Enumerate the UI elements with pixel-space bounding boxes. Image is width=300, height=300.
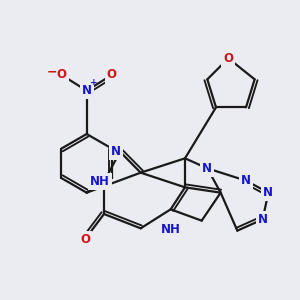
Text: O: O [57, 68, 67, 82]
Text: +: + [90, 78, 98, 87]
Text: N: N [82, 84, 92, 97]
Text: O: O [223, 52, 233, 65]
Text: N: N [263, 186, 273, 199]
Text: NH: NH [161, 223, 181, 236]
Text: O: O [107, 68, 117, 82]
Text: NH: NH [90, 175, 110, 188]
Text: N: N [111, 145, 121, 158]
Text: −: − [47, 65, 58, 78]
Text: N: N [241, 174, 251, 187]
Text: N: N [258, 213, 268, 226]
Text: N: N [202, 162, 212, 175]
Text: O: O [80, 233, 90, 246]
